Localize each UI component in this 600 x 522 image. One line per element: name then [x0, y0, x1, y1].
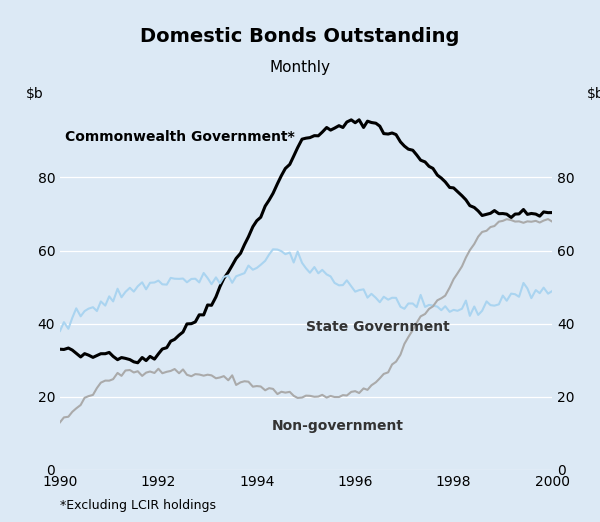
Text: Domestic Bonds Outstanding: Domestic Bonds Outstanding: [140, 27, 460, 46]
Text: State Government: State Government: [306, 320, 450, 334]
Text: Commonwealth Government*: Commonwealth Government*: [65, 130, 295, 144]
Text: $b: $b: [26, 87, 43, 101]
Text: Monthly: Monthly: [269, 61, 331, 75]
Text: *Excluding LCIR holdings: *Excluding LCIR holdings: [60, 499, 216, 512]
Text: $b: $b: [586, 87, 600, 101]
Text: Non-government: Non-government: [272, 419, 404, 433]
